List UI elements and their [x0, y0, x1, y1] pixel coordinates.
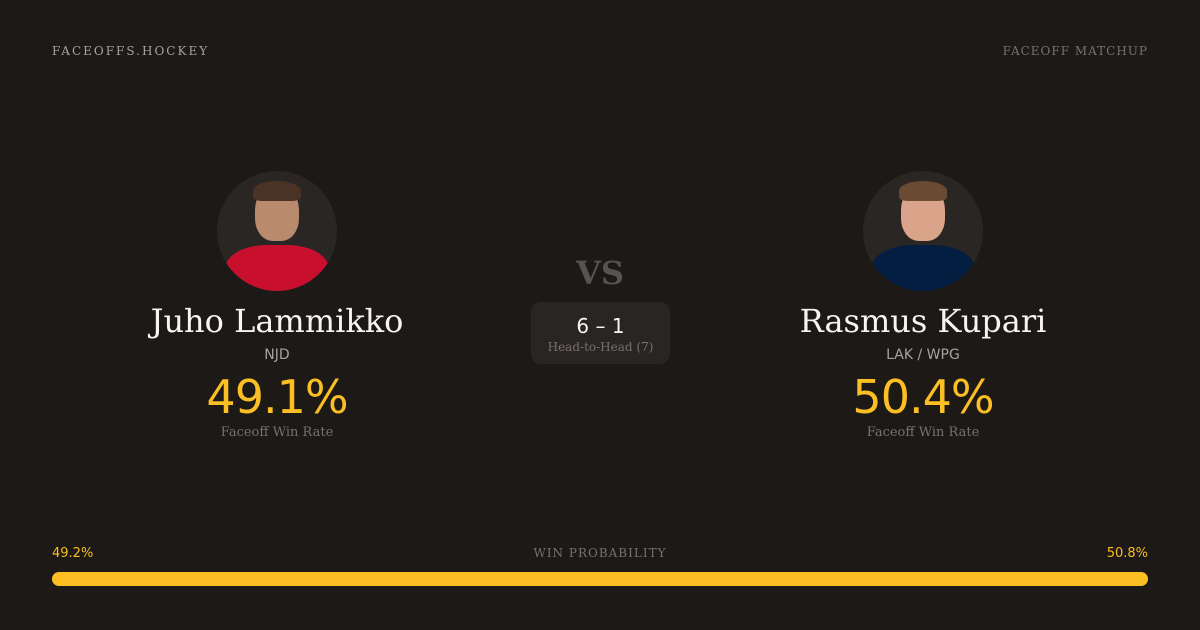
win-probability-left-segment — [52, 572, 592, 586]
hair — [899, 181, 947, 201]
player-avatar — [217, 171, 337, 291]
jersey — [871, 245, 975, 291]
win-rate-label: Faceoff Win Rate — [220, 425, 334, 440]
win-probability-left: 49.2% — [52, 546, 94, 561]
win-probability-right-segment — [591, 572, 1148, 586]
player-name: Rasmus Kupari — [799, 302, 1047, 340]
head-to-head-label: Head-to-Head (7) — [547, 340, 654, 354]
hair — [253, 181, 301, 201]
jersey — [225, 245, 329, 291]
head-to-head-score: 6 – 1 — [576, 314, 625, 338]
player-team: LAK / WPG — [886, 347, 960, 363]
win-probability-right: 50.8% — [1106, 546, 1148, 561]
faceoff-win-rate: 50.4% — [852, 370, 994, 424]
player-team: NJD — [264, 347, 290, 363]
head-to-head-card: 6 – 1 Head-to-Head (7) — [531, 302, 670, 364]
win-rate-label: Faceoff Win Rate — [866, 425, 980, 440]
win-probability-bar — [52, 572, 1148, 586]
win-probability-label: WIN PROBABILITY — [533, 546, 667, 560]
faceoff-win-rate: 49.1% — [206, 370, 348, 424]
player-left: Juho Lammikko NJD 49.1% Faceoff Win Rate — [77, 171, 477, 440]
player-right: Rasmus Kupari LAK / WPG 50.4% Faceoff Wi… — [723, 171, 1123, 440]
site-brand: FACEOFFS.HOCKEY — [52, 44, 210, 58]
vs-label: VS — [576, 254, 624, 292]
player-avatar — [863, 171, 983, 291]
page-type-label: FACEOFF MATCHUP — [1002, 44, 1148, 58]
player-name: Juho Lammikko — [150, 302, 404, 340]
